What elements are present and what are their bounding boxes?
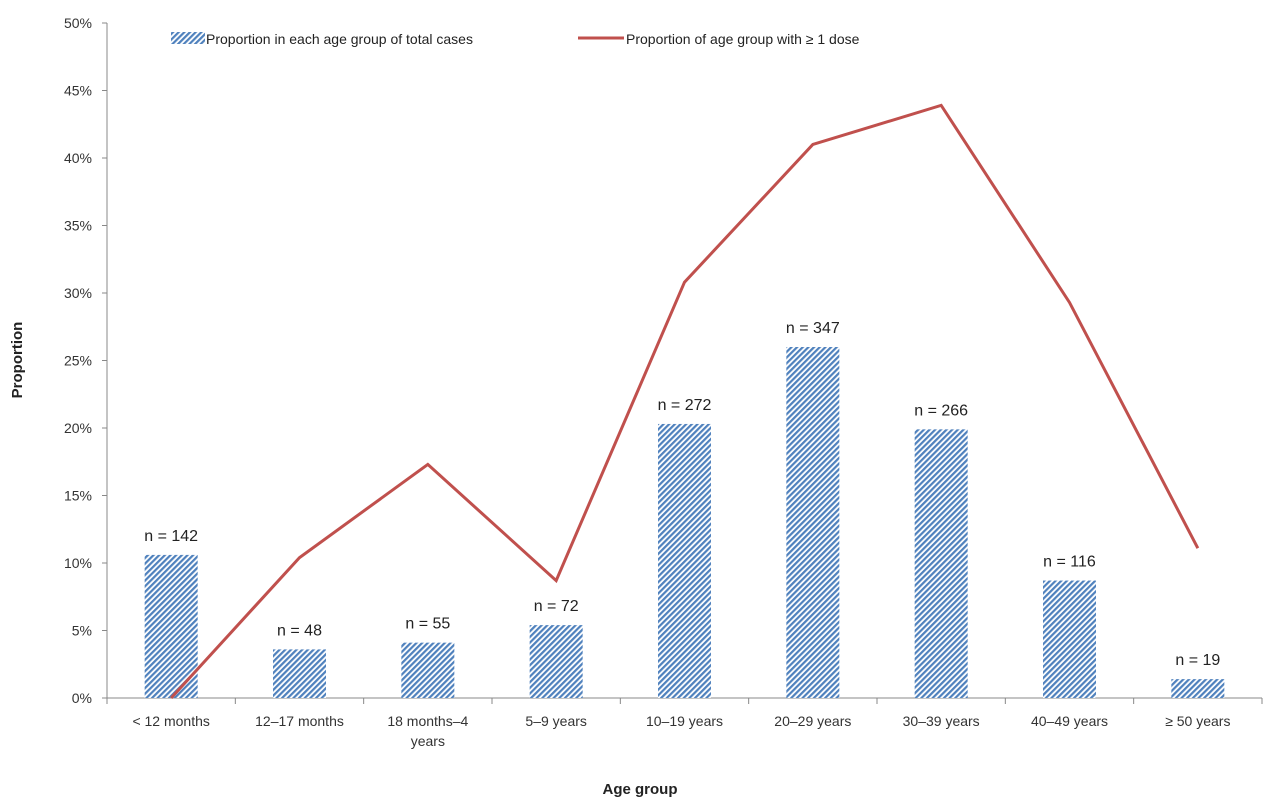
bar-data-label: n = 142 [144, 528, 198, 545]
y-tick-label: 40% [64, 150, 92, 166]
bar [529, 625, 583, 698]
bar-data-label: n = 55 [405, 616, 450, 633]
y-axis-title: Proportion [9, 322, 26, 399]
bar [401, 642, 455, 698]
bar-data-label: n = 347 [786, 320, 840, 337]
x-tick-label: 20–29 years [774, 713, 851, 729]
bar [1043, 580, 1096, 698]
data-labels: n = 142 n = 48 n = 55 n = 72 n = 272 n = 347 n… [144, 320, 1220, 669]
bar-data-label: n = 266 [914, 402, 968, 419]
legend-label-bars: Proportion in each age group of total ca… [206, 31, 473, 47]
bar [786, 347, 840, 698]
y-tick-label: 15% [64, 488, 92, 504]
y-tick-label: 10% [64, 555, 92, 571]
x-tick-label: 10–19 years [646, 713, 723, 729]
bar [144, 554, 198, 698]
x-tick-label: 30–39 years [903, 713, 980, 729]
x-tick-label: 12–17 months [255, 713, 344, 729]
bar [1171, 679, 1225, 698]
y-tick-label: 25% [64, 353, 92, 369]
x-axis-title: Age group [603, 781, 678, 798]
legend-label-line: Proportion of age group with ≥ 1 dose [626, 31, 860, 47]
bar-data-label: n = 48 [277, 622, 322, 639]
y-tick-label: 20% [64, 420, 92, 436]
legend-swatch-bars [171, 32, 205, 44]
line-series [170, 103, 1200, 700]
x-tick-label: < 12 months [132, 713, 209, 729]
y-tick-label: 50% [64, 15, 92, 31]
y-tick-label: 30% [64, 285, 92, 301]
y-tick-label: 35% [64, 218, 92, 234]
bar [914, 429, 968, 698]
y-tick-label: 5% [72, 623, 92, 639]
bar-data-label: n = 19 [1175, 652, 1220, 669]
x-tick-label: 5–9 years [525, 713, 586, 729]
y-tick-label: 45% [64, 83, 92, 99]
x-tick-label: ≥ 50 years [1165, 713, 1230, 729]
bar [273, 649, 326, 698]
x-tick-label: 18 months–4 [387, 713, 468, 729]
bar [658, 423, 711, 698]
x-tick-label: 40–49 years [1031, 713, 1108, 729]
bar-data-label: n = 116 [1043, 554, 1096, 571]
legend: Proportion in each age group of total ca… [171, 31, 860, 47]
bar-data-label: n = 72 [534, 598, 579, 615]
y-tick-label: 0% [72, 690, 92, 706]
bar-series [144, 347, 1225, 698]
x-tick-label: years [411, 733, 445, 749]
bar-data-label: n = 272 [658, 397, 712, 414]
